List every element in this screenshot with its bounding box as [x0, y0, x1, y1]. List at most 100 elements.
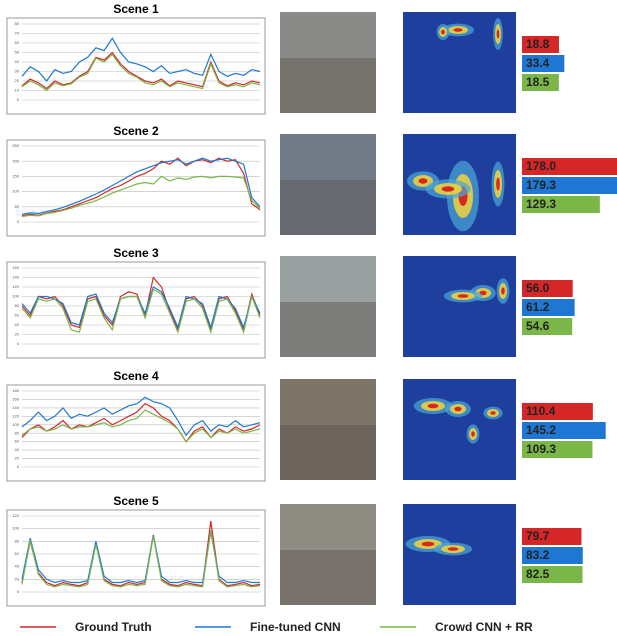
estimate-label: 54.6 — [526, 319, 550, 333]
density-map — [403, 379, 516, 480]
y-tick-label: 20 — [15, 456, 20, 461]
estimate-label: 145.2 — [526, 423, 556, 437]
y-tick-label: 0 — [17, 219, 20, 224]
chart-title: Scene 5 — [113, 494, 159, 508]
estimate-label: 56.0 — [526, 281, 550, 295]
estimate-bar — [522, 566, 583, 583]
density-blob — [496, 177, 500, 191]
legend-label: Ground Truth — [75, 620, 152, 634]
y-tick-label: 80 — [15, 303, 20, 308]
estimate-label: 33.4 — [526, 56, 550, 70]
y-tick-label: 20 — [15, 78, 20, 83]
estimate-label: 18.8 — [526, 37, 550, 51]
y-tick-label: 20 — [15, 332, 20, 337]
y-tick-label: 160 — [12, 397, 19, 402]
density-blob — [454, 406, 462, 412]
y-tick-label: 100 — [12, 526, 19, 531]
estimate-bar — [522, 74, 559, 91]
series-line — [21, 286, 261, 330]
chart-title: Scene 1 — [113, 2, 159, 16]
chart-frame — [6, 509, 266, 607]
estimate-label: 82.5 — [526, 567, 550, 581]
density-blob — [441, 186, 455, 192]
y-tick-label: 50 — [15, 204, 20, 209]
series-line — [21, 37, 261, 82]
series-line — [21, 157, 261, 217]
y-tick-label: 80 — [15, 21, 20, 26]
density-blob — [490, 411, 496, 415]
density-blob — [496, 29, 500, 39]
estimate-bar — [522, 422, 606, 439]
chart-title: Scene 4 — [113, 369, 159, 383]
y-tick-label: 60 — [15, 313, 20, 318]
y-tick-label: 10 — [15, 88, 20, 93]
estimate-bar — [522, 299, 575, 316]
y-tick-label: 100 — [12, 422, 19, 427]
estimate-bar — [522, 280, 573, 297]
y-tick-label: 50 — [15, 50, 20, 55]
y-tick-label: 70 — [15, 31, 20, 36]
y-tick-label: 140 — [12, 405, 19, 410]
estimate-bar — [522, 318, 573, 335]
density-blob — [457, 294, 469, 298]
y-tick-label: 60 — [15, 551, 20, 556]
estimate-label: 109.3 — [526, 442, 556, 456]
series-line — [21, 175, 261, 218]
density-blob — [441, 29, 445, 35]
series-line — [21, 288, 261, 335]
series-line — [21, 521, 261, 587]
y-tick-label: 60 — [15, 40, 20, 45]
estimate-bar — [522, 547, 583, 564]
chart-frame — [6, 17, 266, 115]
chart-frame — [6, 261, 266, 359]
density-blob — [453, 28, 463, 32]
estimate-bar — [522, 403, 593, 420]
photo-detail — [280, 58, 376, 113]
y-tick-label: 120 — [12, 284, 19, 289]
y-tick-label: 30 — [15, 69, 20, 74]
estimate-bar — [522, 441, 593, 458]
series-line — [21, 402, 261, 443]
y-tick-label: 20 — [15, 576, 20, 581]
estimate-label: 18.5 — [526, 75, 550, 89]
estimate-bar — [522, 177, 617, 194]
series-line — [21, 53, 261, 92]
scene-photo — [280, 379, 376, 480]
density-blob — [418, 178, 428, 184]
y-tick-label: 80 — [15, 430, 20, 435]
photo-detail — [280, 302, 376, 357]
series-line — [21, 51, 261, 90]
y-tick-label: 160 — [12, 265, 19, 270]
y-tick-label: 150 — [12, 173, 19, 178]
series-line — [21, 409, 261, 443]
estimate-bar — [522, 196, 600, 213]
y-tick-label: 80 — [15, 538, 20, 543]
estimate-label: 178.0 — [526, 159, 556, 173]
density-blob — [447, 547, 459, 551]
estimate-label: 83.2 — [526, 548, 550, 562]
scene-photo — [280, 134, 376, 235]
y-tick-label: 40 — [15, 322, 20, 327]
y-tick-label: 0 — [17, 589, 20, 594]
y-tick-label: 200 — [12, 158, 19, 163]
photo-detail — [280, 550, 376, 605]
y-tick-label: 40 — [15, 59, 20, 64]
density-map — [403, 256, 516, 357]
y-tick-label: 100 — [12, 294, 19, 299]
y-tick-label: 120 — [12, 413, 19, 418]
y-tick-label: 0 — [17, 97, 20, 102]
density-blob — [421, 541, 435, 547]
legend-label: Crowd CNN + RR — [435, 620, 533, 634]
photo-detail — [280, 425, 376, 480]
scene-photo — [280, 12, 376, 113]
estimate-bar — [522, 528, 582, 545]
y-tick-label: 120 — [12, 513, 19, 518]
legend-label: Fine-tuned CNN — [250, 620, 341, 634]
y-tick-label: 40 — [15, 447, 20, 452]
y-tick-label: 40 — [15, 564, 20, 569]
estimate-label: 79.7 — [526, 529, 550, 543]
series-line — [21, 396, 261, 437]
density-blob — [501, 287, 505, 295]
scene-photo — [280, 256, 376, 357]
y-tick-label: 0 — [17, 464, 20, 469]
